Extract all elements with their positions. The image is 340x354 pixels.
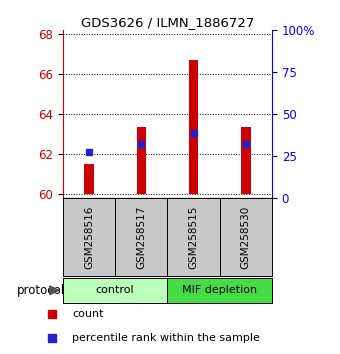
Text: control: control (96, 285, 135, 295)
Text: percentile rank within the sample: percentile rank within the sample (72, 332, 260, 343)
Bar (115, 198, 167, 276)
Text: MIF depletion: MIF depletion (182, 285, 257, 295)
Text: GSM258530: GSM258530 (241, 206, 251, 269)
Text: GSM258515: GSM258515 (189, 205, 199, 269)
Title: GDS3626 / ILMN_1886727: GDS3626 / ILMN_1886727 (81, 16, 254, 29)
Text: count: count (72, 309, 103, 319)
Bar (84, 164, 94, 194)
Bar (241, 127, 251, 194)
Bar (189, 60, 198, 194)
Bar (167, 278, 272, 303)
Text: GSM258517: GSM258517 (136, 205, 146, 269)
Text: protocol: protocol (17, 284, 65, 297)
Text: GSM258516: GSM258516 (84, 205, 94, 269)
Bar (220, 198, 272, 276)
Bar (167, 198, 220, 276)
Bar (63, 278, 167, 303)
Bar (137, 127, 146, 194)
Bar (63, 198, 115, 276)
